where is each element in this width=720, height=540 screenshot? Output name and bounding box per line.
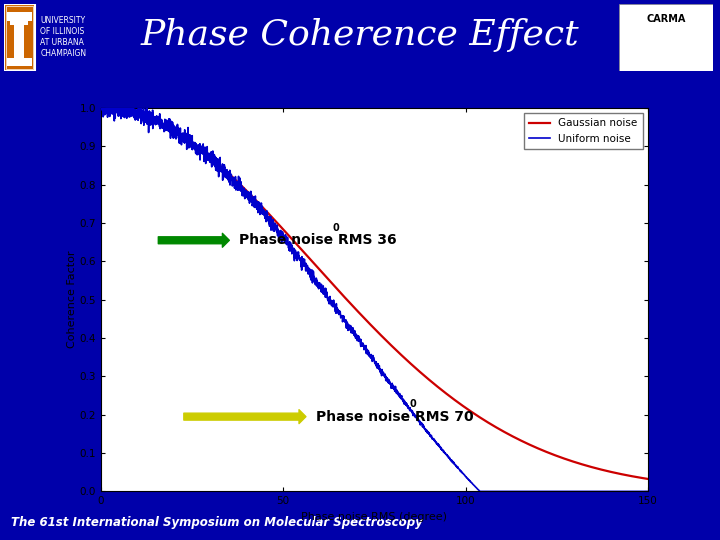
Gaussian noise xyxy=(633,474,642,481)
Bar xyxy=(7,58,32,66)
Uniform noise xyxy=(574,488,582,495)
Text: The 61st International Symposium on Molecular Spectroscopy: The 61st International Symposium on Mole… xyxy=(11,516,423,529)
Uniform noise xyxy=(159,120,168,127)
Bar xyxy=(6,6,33,69)
X-axis label: Phase noise RMS (degree): Phase noise RMS (degree) xyxy=(302,512,447,522)
Line: Uniform noise: Uniform noise xyxy=(101,108,648,491)
Gaussian noise xyxy=(330,283,338,289)
Gaussian noise xyxy=(574,460,582,467)
Gaussian noise xyxy=(96,105,105,111)
Legend: Gaussian noise, Uniform noise: Gaussian noise, Uniform noise xyxy=(524,113,643,149)
Bar xyxy=(10,20,28,25)
Bar xyxy=(14,20,24,59)
Gaussian noise xyxy=(644,476,652,482)
Bar xyxy=(4,4,35,71)
Y-axis label: Coherence Factor: Coherence Factor xyxy=(67,251,76,348)
Uniform noise xyxy=(192,150,200,157)
Uniform noise xyxy=(644,488,652,495)
Uniform noise xyxy=(476,488,485,495)
Text: Phase noise RMS 70: Phase noise RMS 70 xyxy=(316,410,474,424)
Text: UNIVERSITY
OF ILLINOIS
AT URBANA
CHAMPAIGN: UNIVERSITY OF ILLINOIS AT URBANA CHAMPAI… xyxy=(40,16,86,58)
Line: Gaussian noise: Gaussian noise xyxy=(101,108,648,479)
Text: Phase noise RMS 36: Phase noise RMS 36 xyxy=(240,233,397,247)
Text: 0: 0 xyxy=(333,223,339,233)
Uniform noise xyxy=(330,303,338,309)
Text: 0: 0 xyxy=(409,400,416,409)
Text: CARMA: CARMA xyxy=(647,14,685,24)
Bar xyxy=(7,12,32,22)
Uniform noise xyxy=(633,488,642,495)
Gaussian noise xyxy=(192,143,200,149)
Gaussian noise xyxy=(159,122,168,128)
Uniform noise xyxy=(96,105,105,111)
Gaussian noise xyxy=(306,256,315,263)
Uniform noise xyxy=(306,273,315,280)
Text: Phase Coherence Effect: Phase Coherence Effect xyxy=(140,18,580,52)
